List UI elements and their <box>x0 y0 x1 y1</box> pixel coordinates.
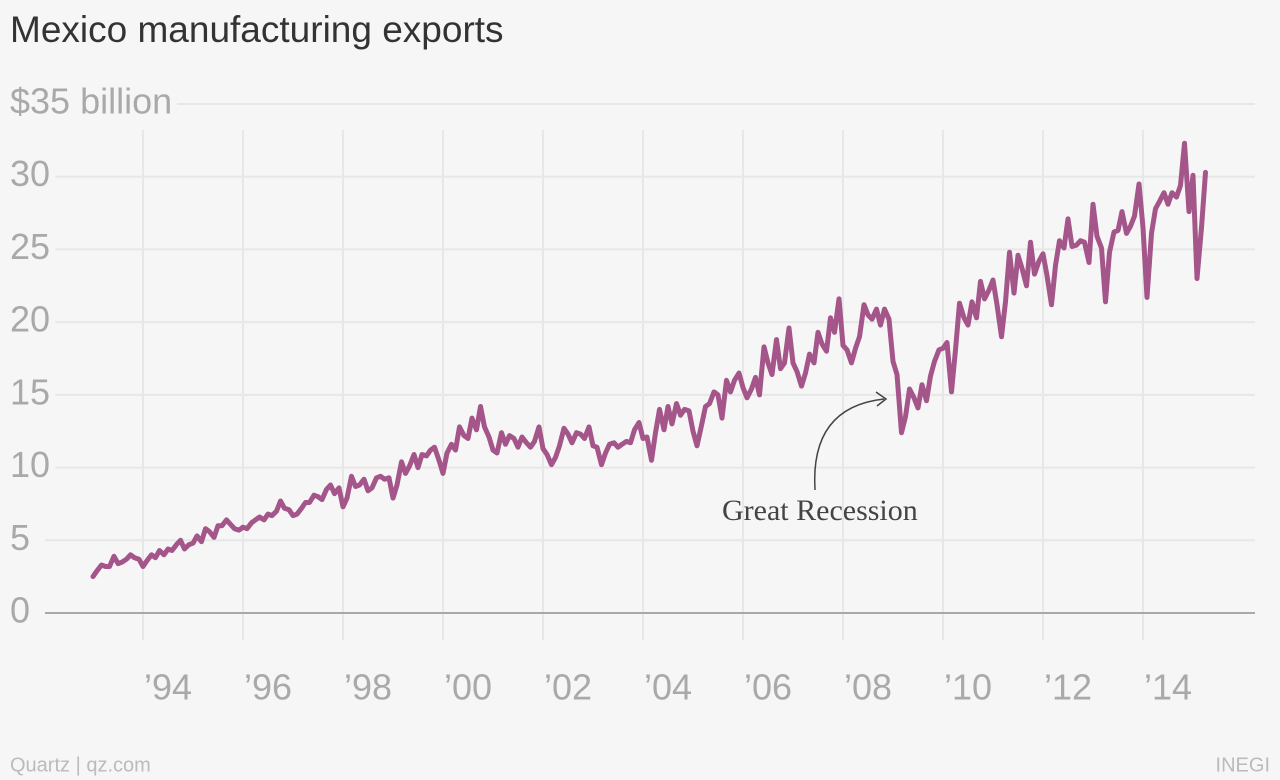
annotation-arrow <box>813 398 885 491</box>
x-tick-label: ’02 <box>544 667 592 708</box>
x-tick-label: ’94 <box>144 667 192 708</box>
line-series <box>90 140 1208 580</box>
y-tick-label: 5 <box>10 517 30 558</box>
y-tick-label: 15 <box>10 371 50 412</box>
x-tick-label: ’14 <box>1144 667 1192 708</box>
x-tick-label: ’06 <box>744 667 792 708</box>
arrow-head <box>875 391 888 407</box>
x-tick-label: ’12 <box>1044 667 1092 708</box>
x-tick-label: ’98 <box>344 667 392 708</box>
x-tick-label: ’10 <box>944 667 992 708</box>
source-right: INEGI <box>1216 754 1270 776</box>
chart-title: Mexico manufacturing exports <box>10 9 504 50</box>
y-tick-label: 20 <box>10 299 50 340</box>
x-tick-label: ’04 <box>644 667 692 708</box>
source-left: Quartz | qz.com <box>10 754 151 776</box>
x-tick-label: ’00 <box>444 667 492 708</box>
plot <box>90 140 1208 580</box>
annotation: Great Recession <box>722 494 918 527</box>
x-tick-label: ’96 <box>244 667 292 708</box>
y-tick-label: 30 <box>10 153 50 194</box>
y-tick-label: 0 <box>10 590 30 631</box>
y-tick-label: 10 <box>10 444 50 485</box>
x-tick-label: ’08 <box>844 667 892 708</box>
y-tick-label: 25 <box>10 226 50 267</box>
y-tick-label: $35 billion <box>10 81 172 122</box>
